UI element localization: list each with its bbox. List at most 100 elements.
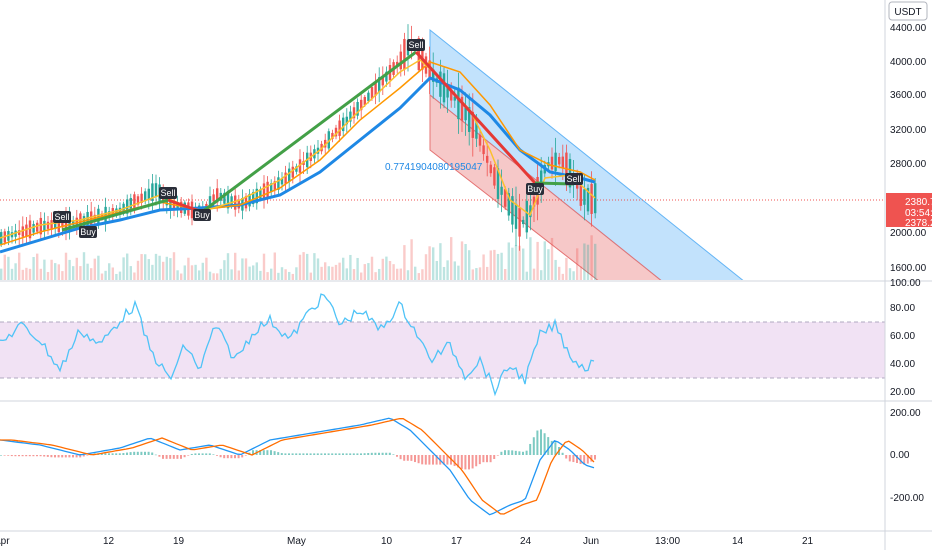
volume-bar [133,272,136,280]
macd-hist-bar [46,455,49,457]
last-price-tag [886,193,932,227]
volume-bar [234,252,237,280]
candle-body [180,201,183,214]
rsi-axis[interactable]: 100.00 80.00 60.00 40.00 20.00 [890,278,921,398]
volume-bar [518,245,521,280]
volume-bar [421,269,424,280]
volume-bar [273,252,276,280]
candle-body [561,156,564,169]
volume-bar [309,272,312,280]
x-tick: May [287,536,306,547]
volume-bar [424,254,428,280]
volume-bar [172,252,176,280]
candle-body [453,96,456,101]
macd-hist-bar [252,450,254,455]
volume-bar [302,252,305,280]
candle-body [270,183,273,193]
macd-hist-bar [234,455,236,459]
volume-bar [100,273,104,280]
price-pane[interactable]: 0.7741904080195047 Sell Buy Sell Buy Sell Buy… [0,0,885,282]
volume-bar [104,270,107,280]
macd-hist-bar [226,455,229,459]
macd-line [0,417,595,516]
candle-body [18,230,21,235]
volume-bar [543,241,546,280]
macd-hist-bar [594,455,596,460]
candle-body [129,198,132,211]
candle-body [432,69,435,82]
volume-bar [183,265,186,280]
macd-hist-bar [86,455,89,456]
volume-bar [208,271,212,280]
volume-bar [86,263,89,280]
rsi-pane[interactable] [0,293,885,397]
macd-hist-bar [180,455,182,459]
candle-body [324,139,327,148]
macd-hist-bar [295,453,298,455]
macd-hist-bar [284,453,287,455]
volume-bar [140,254,143,280]
volume-bar [550,237,554,280]
price-axis[interactable]: USDT 4400.00 4000.00 3600.00 3200.00 280… [886,1,932,274]
candle-body [558,156,561,165]
y-tick: 4000.00 [890,57,927,68]
volume-bar [504,269,507,280]
macd-hist-bar [298,453,301,455]
macd-hist-bar [50,455,53,458]
volume-bar [241,258,244,280]
macd-hist-bar [374,452,377,455]
macd-hist-bar [410,455,413,461]
volume-bar [82,252,86,280]
volume-bar [378,268,381,280]
candle-body [50,220,53,230]
macd-hist-bar [162,455,164,459]
volume-bar [507,242,510,280]
macd-hist-bar [28,455,31,457]
candle-body [172,201,176,211]
ma-slow-line [0,76,596,254]
volume-bar [576,248,579,280]
macd-hist-bar [198,453,200,455]
macd-hist-bar [313,453,316,455]
volume-bar [529,237,532,280]
volume-bar [126,253,129,280]
macd-axis[interactable]: 200.00 0.00 -200.00 [890,408,924,504]
volume-bar [50,259,53,280]
volume-bar [25,267,28,280]
macd-pane[interactable] [0,417,596,516]
candle-body [277,177,280,190]
candle-body [482,145,485,155]
volume-bar [18,252,21,280]
candle-body [212,194,215,202]
volume-bar [388,261,392,280]
macd-hist-bar [381,452,384,455]
volume-bar [219,268,222,280]
rsi-line [0,293,595,397]
volume-bar [21,269,24,280]
macd-hist-bar [277,452,280,455]
macd-hist-bar [54,455,56,458]
macd-hist-bar [554,442,557,455]
signal-label-text: Sell [408,40,423,50]
volume-bar [151,264,154,280]
volume-bar [68,259,71,280]
signal-label-text: Sell [54,212,69,222]
macd-hist-bar [432,455,434,465]
volume-bar [414,266,417,280]
macd-hist-bar [576,455,578,463]
volume-bar [385,256,388,280]
candle-body [468,107,471,132]
currency-label: USDT [894,7,921,18]
candle-body [496,168,500,199]
macd-hist-bar [514,450,517,455]
time-axis[interactable]: Apr 12 19 May 10 17 24 Jun 13:00 14 21 [0,536,814,547]
candle-body [583,189,586,205]
macd-hist-bar [583,455,586,465]
macd-hist-bar [165,455,168,459]
candle-body [475,122,478,139]
macd-hist-bar [590,455,593,462]
macd-hist-bar [7,455,10,456]
signal-sell-label: Sell [565,173,583,185]
candle-body [39,217,42,235]
